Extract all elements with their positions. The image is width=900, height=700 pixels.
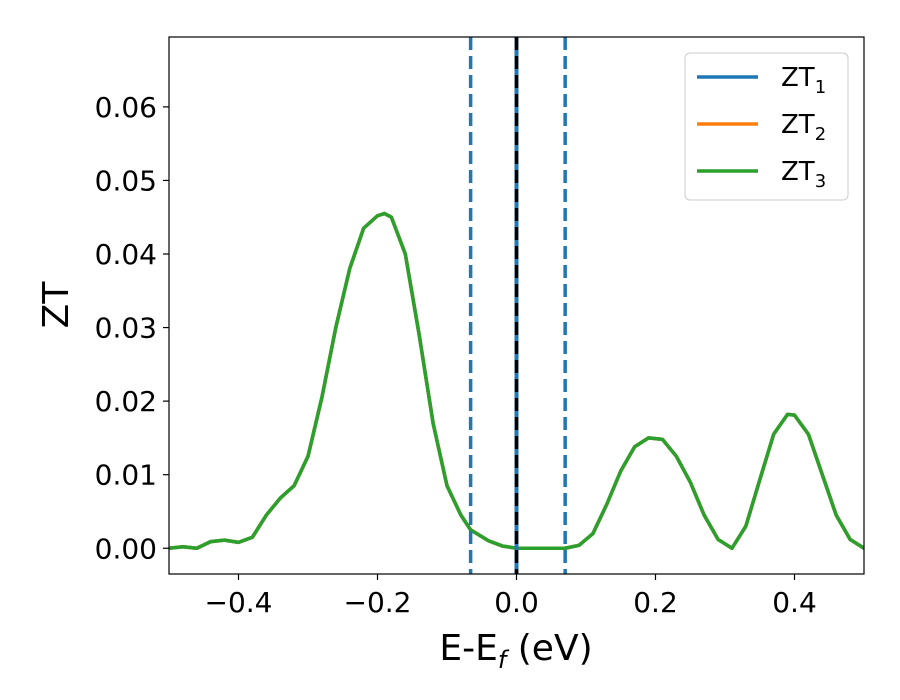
y-tick-label: 0.02 [95,385,157,418]
x-tick-label: −0.4 [205,586,273,619]
y-tick-label: 0.00 [95,532,157,565]
x-axis-title-unit: (eV) [506,628,592,669]
x-tick-label: 0.4 [772,586,817,619]
y-tick-label: 0.04 [95,238,157,271]
y-tick-label: 0.01 [95,459,157,492]
legend-label: ZT1 [781,63,826,98]
plot-area [169,37,864,574]
series-line-zt3 [169,211,864,550]
x-tick-label: −0.2 [344,586,412,619]
y-tick-label: 0.03 [95,312,157,345]
x-tick-label: 0.2 [633,586,678,619]
y-axis: 0.00 0.01 0.02 0.03 0.04 0.05 0.06 [95,91,169,565]
legend-box [684,52,849,201]
y-tick-label: 0.06 [95,91,157,124]
y-tick-label: 0.05 [95,164,157,197]
x-axis-title: E-Ef (eV) [439,628,592,674]
y-axis-title: ZT [36,281,77,329]
legend: ZT1 ZT2 ZT3 [684,52,849,201]
x-axis: −0.4 −0.2 0.0 0.2 0.4 [205,574,817,619]
x-tick-label: 0.0 [494,586,539,619]
legend-label: ZT2 [781,110,826,145]
legend-label: ZT3 [781,157,826,192]
